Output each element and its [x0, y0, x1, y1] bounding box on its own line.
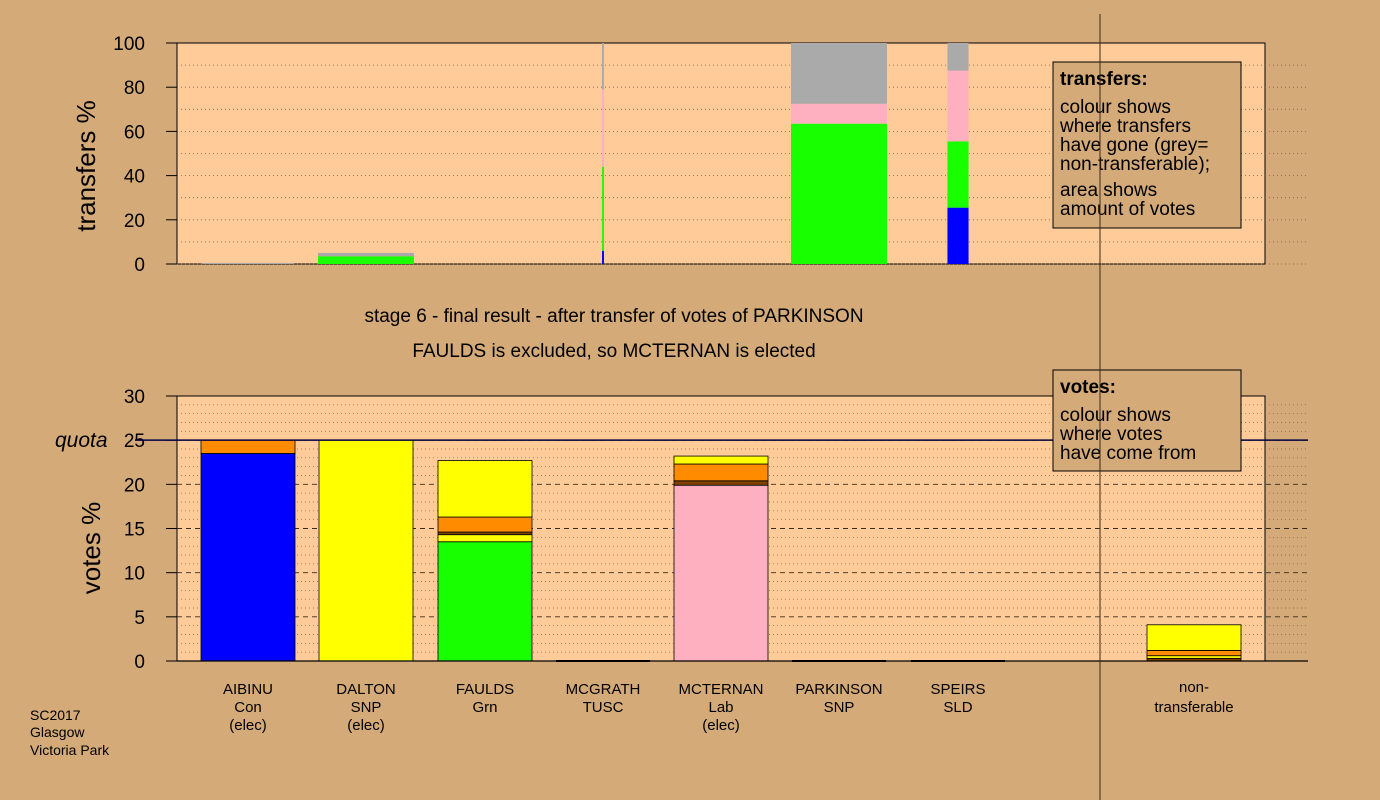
- transfers-bar-segment: [602, 166, 604, 251]
- footer: SC2017 Glasgow Victoria Park: [30, 707, 110, 758]
- transfers-bar-segment: [791, 43, 887, 104]
- transfers-tick-label: 60: [124, 122, 145, 143]
- votes-bar-segment: [437, 460, 533, 518]
- candidate-name-label: MCTERNAN: [679, 681, 764, 698]
- transfers-bar-segment: [791, 103, 887, 124]
- candidate-name-label: AIBINU: [223, 681, 273, 698]
- footer-election: SC2017: [30, 707, 81, 723]
- votes-tick-label: 25: [124, 431, 145, 452]
- candidate-party-label: TUSC: [583, 699, 624, 716]
- footer-council: Glasgow: [30, 724, 85, 740]
- footer-ward: Victoria Park: [30, 742, 110, 758]
- votes-legend-line: where votes: [1059, 424, 1162, 445]
- transfers-bar-segment: [947, 43, 969, 71]
- transfers-tick-label: 0: [134, 255, 145, 276]
- votes-bar-segment: [673, 463, 769, 482]
- transfers-tick-label: 100: [113, 34, 145, 55]
- candidate-name-label: DALTON: [336, 681, 395, 698]
- votes-x-labels: AIBINUCon(elec)DALTONSNP(elec)FAULDSGrnM…: [223, 679, 1234, 734]
- transfers-legend-line: where transfers: [1059, 116, 1191, 137]
- candidate-party-label: SNP: [351, 699, 382, 716]
- transfers-gridlines: [177, 64, 1308, 265]
- quota-label: quota: [55, 429, 108, 452]
- transfers-legend-box: transfers: colour shows where transfers …: [1052, 61, 1242, 229]
- candidate-party-label: SLD: [943, 699, 972, 716]
- votes-tick-label: 5: [134, 608, 145, 629]
- votes-legend-box: votes: colour shows where votes have com…: [1052, 369, 1242, 472]
- votes-bar-segment: [437, 516, 533, 533]
- transfers-bar-segment: [602, 89, 604, 167]
- candidate-status-label: (elec): [702, 717, 740, 734]
- votes-bar-segment: [673, 484, 769, 662]
- candidate-name-label: FAULDS: [456, 681, 514, 698]
- nontransferable-bar-segment: [1146, 624, 1242, 651]
- votes-bar-segment: [437, 534, 533, 543]
- votes-bar-segment: [673, 455, 769, 465]
- transfers-tick-label: 80: [124, 78, 145, 99]
- transfers-bar-segment: [318, 256, 414, 264]
- transfers-legend-line: have gone (grey=: [1060, 135, 1208, 156]
- transfers-legend-title: transfers:: [1060, 69, 1148, 90]
- votes-bar-segment: [200, 453, 296, 662]
- candidate-party-label: Con: [234, 699, 262, 716]
- candidate-party-label: Lab: [708, 699, 733, 716]
- candidate-party-label: SNP: [824, 699, 855, 716]
- votes-tick-label: 0: [134, 652, 145, 673]
- votes-bar-segment: [200, 439, 296, 454]
- transfers-chart: 0 20 40 60 80 100 transfers % transfers: colo…: [71, 34, 1308, 276]
- transfers-bar-segment: [947, 70, 969, 142]
- transfers-y-ticks: 0 20 40 60 80 100: [113, 34, 177, 276]
- votes-tick-label: 10: [124, 564, 145, 585]
- votes-y-axis-label: votes %: [76, 502, 106, 595]
- nontransferable-bar-segment: [1146, 650, 1242, 657]
- votes-tick-label: 15: [124, 520, 145, 541]
- transfers-bars: [202, 43, 969, 264]
- votes-bar-segment: [318, 439, 414, 662]
- votes-y-ticks: 0 5 10 15 20 25 30: [124, 387, 1308, 673]
- nontransferable-label: transferable: [1154, 699, 1233, 716]
- stage-subtitle: FAULDS is excluded, so MCTERNAN is elect…: [412, 341, 815, 362]
- candidate-status-label: (elec): [229, 717, 267, 734]
- transfers-bar-segment: [947, 207, 969, 264]
- candidate-name-label: SPEIRS: [930, 681, 985, 698]
- votes-bar-segment: [673, 480, 769, 486]
- votes-bar-segment: [437, 541, 533, 662]
- votes-tick-label: 30: [124, 387, 145, 408]
- transfers-legend-line: amount of votes: [1060, 199, 1195, 220]
- candidate-party-label: Grn: [472, 699, 497, 716]
- transfers-bar-segment: [602, 250, 604, 264]
- transfers-tick-label: 20: [124, 211, 145, 232]
- candidate-name-label: PARKINSON: [795, 681, 882, 698]
- candidate-status-label: (elec): [347, 717, 385, 734]
- transfers-bar-segment: [791, 123, 887, 264]
- transfers-legend-line: colour shows: [1060, 97, 1171, 118]
- stage-title: stage 6 - final result - after transfer …: [364, 306, 863, 327]
- candidate-name-label: MCGRATH: [566, 681, 641, 698]
- transfers-y-axis-label: transfers %: [71, 100, 101, 232]
- votes-legend-line: have come from: [1060, 443, 1196, 464]
- transfers-bar-segment: [602, 43, 604, 90]
- transfers-bar-segment: [202, 262, 294, 264]
- votes-tick-label: 20: [124, 475, 145, 496]
- transfers-tick-label: 40: [124, 167, 145, 188]
- transfers-bar-segment: [947, 141, 969, 208]
- transfers-bar-segment: [318, 252, 414, 257]
- transfers-legend-line: area shows: [1060, 180, 1157, 201]
- transfers-legend-line: non-transferable);: [1060, 154, 1210, 175]
- votes-legend-title: votes:: [1060, 377, 1116, 398]
- votes-legend-line: colour shows: [1060, 405, 1171, 426]
- nontransferable-label: non-: [1179, 679, 1209, 696]
